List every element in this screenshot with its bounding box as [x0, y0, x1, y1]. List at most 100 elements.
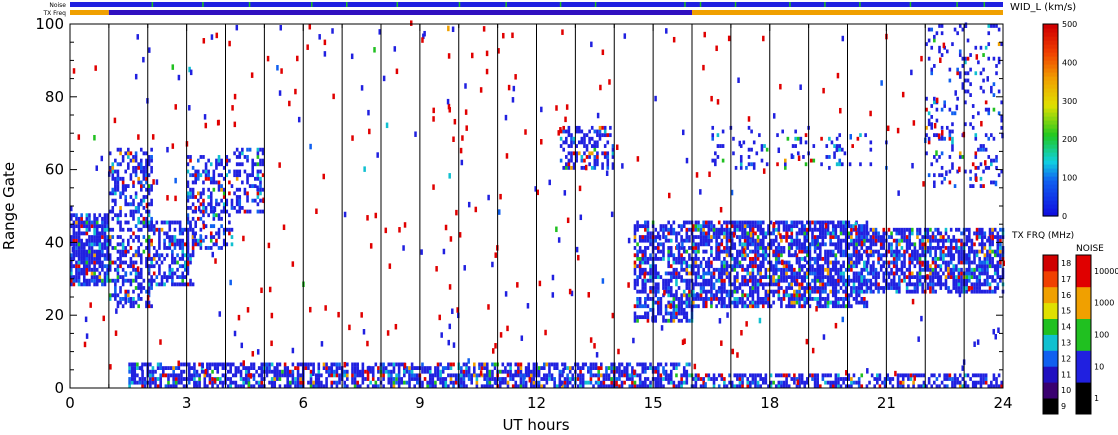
scatter-point	[787, 267, 791, 272]
scatter-point	[699, 231, 703, 236]
scatter-point	[199, 202, 203, 207]
scatter-point	[992, 82, 996, 87]
scatter-point	[207, 173, 210, 178]
scatter-point	[165, 246, 169, 250]
scatter-point	[816, 289, 819, 294]
scatter-point	[141, 369, 144, 374]
scatter-point	[916, 249, 919, 254]
scatter-point	[936, 231, 940, 236]
scatter-point	[171, 220, 174, 225]
scatter-point	[108, 242, 112, 247]
scatter-point	[881, 380, 884, 385]
scatter-point	[694, 249, 698, 254]
scatter-point	[243, 209, 247, 214]
noise-strip-mark	[311, 2, 313, 7]
scatter-point	[147, 300, 151, 305]
scatter-point	[664, 235, 668, 239]
scatter-point	[134, 191, 138, 196]
scatter-point	[866, 231, 870, 236]
scatter-point	[641, 369, 645, 374]
scatter-point	[649, 238, 652, 243]
scatter-point	[669, 380, 673, 385]
scatter-point	[392, 362, 396, 367]
scatter-point	[70, 253, 73, 258]
scatter-point	[101, 235, 104, 239]
scatter-point	[116, 213, 120, 218]
scatter-point	[434, 384, 437, 389]
scatter-point	[868, 380, 871, 385]
scatter-point	[790, 286, 794, 290]
scatter-point	[816, 300, 819, 305]
scatter-point	[992, 107, 996, 112]
scatter-point	[694, 278, 698, 283]
scatter-point	[749, 373, 752, 378]
scatter-point	[837, 377, 840, 381]
scatter-point	[970, 249, 974, 254]
scatter-point	[116, 271, 120, 276]
scatter-point	[596, 155, 599, 159]
scatter-point	[811, 235, 814, 239]
scatter-point	[694, 373, 698, 378]
scatter-point	[228, 213, 231, 218]
scatter-point	[715, 267, 718, 272]
scatter-point	[82, 275, 86, 279]
scatter-point	[121, 246, 125, 250]
scatter-point	[743, 220, 747, 225]
scatter-point	[75, 238, 78, 243]
scatter-point	[850, 227, 853, 232]
scatter-point	[101, 264, 104, 269]
scatter-point	[382, 366, 385, 370]
scatter-point	[563, 377, 567, 381]
scatter-point	[921, 238, 924, 243]
scatter-point	[865, 224, 869, 229]
scatter-point	[239, 369, 243, 374]
scatter-point	[688, 304, 691, 309]
scatter-point	[77, 235, 81, 239]
scatter-point	[291, 377, 295, 381]
scatter-point	[842, 249, 845, 254]
scatter-point	[675, 271, 678, 276]
scatter-point	[927, 136, 931, 141]
scatter-point	[769, 246, 773, 250]
scatter-point	[147, 264, 151, 269]
scatter-point	[890, 249, 893, 254]
scatter-point	[800, 246, 804, 250]
scatter-point	[649, 362, 652, 367]
scatter-point	[644, 362, 647, 367]
scatter-point	[77, 282, 81, 287]
scatter-point	[958, 155, 962, 159]
scatter-point	[189, 227, 192, 232]
scatter-point	[738, 297, 742, 301]
scatter-point	[581, 377, 585, 381]
scatter-point	[892, 264, 896, 269]
scatter-point	[746, 253, 750, 258]
scatter-point	[268, 362, 271, 367]
scatter-point	[467, 373, 471, 378]
scatter-point	[717, 384, 721, 389]
scatter-point	[196, 169, 200, 174]
scatter-point	[501, 369, 505, 374]
scatter-point	[794, 129, 797, 134]
scatter-point	[522, 384, 525, 389]
noise-strip-mark	[458, 2, 461, 7]
scatter-point	[749, 220, 752, 225]
scatter-point	[132, 260, 135, 265]
scatter-point	[890, 267, 893, 272]
scatter-point	[795, 278, 799, 283]
scatter-point	[230, 242, 234, 247]
scatter-point	[784, 165, 787, 170]
scatter-point	[633, 224, 637, 229]
scatter-point	[704, 238, 708, 243]
scatter-point	[834, 384, 838, 389]
scatter-point	[702, 297, 705, 301]
scatter-point	[657, 307, 660, 312]
scatter-point	[723, 256, 726, 261]
scatter-point	[147, 289, 151, 294]
scatter-point	[193, 377, 196, 381]
scatter-point	[984, 100, 988, 105]
scatter-point	[162, 373, 165, 378]
scatter-point	[233, 206, 236, 210]
scatter-point	[657, 384, 660, 389]
scatter-point	[98, 278, 102, 283]
scatter-point	[694, 282, 698, 287]
